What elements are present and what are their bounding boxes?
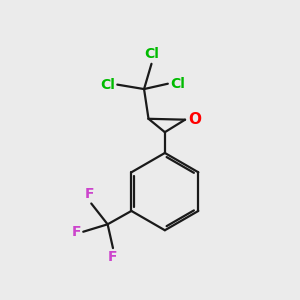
Text: F: F [85,187,94,201]
Text: Cl: Cl [170,77,185,91]
Text: Cl: Cl [144,47,159,61]
Text: O: O [189,112,202,127]
Text: F: F [71,225,81,239]
Text: F: F [108,250,118,265]
Text: Cl: Cl [100,78,115,92]
